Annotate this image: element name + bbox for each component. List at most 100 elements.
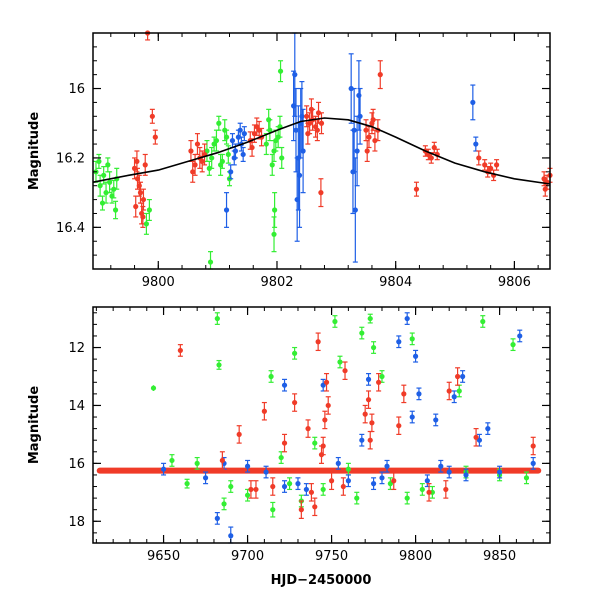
marker-blue <box>473 141 479 147</box>
data-point-red <box>372 129 378 152</box>
marker-green <box>404 495 410 501</box>
data-point-green <box>272 192 278 228</box>
marker-green <box>337 359 343 365</box>
marker-green <box>209 155 215 161</box>
data-point-green <box>286 477 293 491</box>
data-point-blue <box>299 80 305 152</box>
data-point-red <box>149 108 155 124</box>
data-point-green <box>523 471 530 485</box>
marker-green <box>99 200 106 206</box>
marker-red <box>318 120 325 126</box>
marker-green <box>370 344 377 351</box>
marker-red <box>314 127 320 133</box>
marker-red <box>362 411 368 417</box>
marker-blue <box>303 486 309 493</box>
data-point-red <box>305 419 311 438</box>
data-point-green <box>169 454 175 467</box>
data-point-blue <box>517 329 523 343</box>
marker-red <box>530 443 536 449</box>
marker-green <box>184 481 190 487</box>
data-point-green <box>379 370 385 383</box>
data-point-blue <box>202 471 209 485</box>
data-point-green <box>150 385 157 391</box>
data-point-green <box>109 188 115 204</box>
data-point-green <box>266 108 272 131</box>
y-tick-label: 14 <box>68 399 85 414</box>
data-point-red <box>322 410 328 430</box>
y-tick-label: 16 <box>68 82 85 97</box>
data-point-green <box>263 133 269 156</box>
marker-green <box>96 158 102 165</box>
data-point-green <box>103 181 109 204</box>
marker-green <box>216 362 222 368</box>
data-point-red <box>292 393 298 412</box>
marker-green <box>510 342 516 348</box>
data-point-green <box>184 478 190 489</box>
data-point-green <box>96 153 102 169</box>
bottom-panel: 9650 9700 9750 9800 9850 12 14 16 18 Magnitude H… <box>27 306 551 588</box>
marker-green <box>112 207 119 213</box>
marker-red <box>194 141 201 147</box>
data-point-green <box>279 146 285 169</box>
data-point-blue <box>473 136 479 152</box>
data-point-green <box>387 477 393 491</box>
data-point-red <box>152 129 158 145</box>
marker-blue <box>296 172 303 178</box>
marker-green <box>269 162 275 168</box>
marker-green <box>320 486 326 493</box>
marker-red <box>134 158 140 165</box>
marker-red <box>542 186 548 192</box>
data-point-blue <box>446 465 452 479</box>
marker-green <box>272 207 278 213</box>
data-point-blue <box>294 157 300 242</box>
data-point-red <box>298 500 304 519</box>
marker-green <box>143 221 150 227</box>
data-point-blue <box>451 390 457 404</box>
marker-blue <box>281 483 288 490</box>
marker-red <box>493 162 500 168</box>
data-point-green <box>194 456 200 470</box>
data-point-green <box>367 313 373 324</box>
marker-blue <box>237 127 243 133</box>
marker-green <box>270 507 276 513</box>
x-tick-label: 9802 <box>260 275 293 290</box>
data-point-blue <box>303 483 309 496</box>
data-point-green <box>332 315 338 328</box>
data-point-red <box>376 373 382 392</box>
data-point-green <box>268 370 274 383</box>
marker-blue <box>293 127 299 133</box>
marker-red <box>391 478 397 484</box>
data-point-blue <box>223 192 230 228</box>
marker-blue <box>320 382 326 388</box>
data-point-red <box>133 195 139 218</box>
data-point-green <box>312 436 318 450</box>
data-point-green <box>112 200 119 220</box>
top-panel: 9800 9802 9804 9806 16 16.2 16.4 Magnitude <box>27 30 553 290</box>
marker-green <box>286 481 293 487</box>
marker-red <box>322 417 328 423</box>
data-point-green <box>228 480 234 493</box>
marker-red <box>325 402 331 409</box>
marker-red <box>304 113 310 119</box>
data-point-blue <box>404 312 410 325</box>
marker-red <box>305 426 311 432</box>
marker-green <box>268 373 274 380</box>
marker-blue <box>384 463 390 469</box>
data-point-green <box>480 315 486 328</box>
data-point-red <box>369 413 375 433</box>
data-point-red <box>340 477 346 496</box>
marker-red <box>396 423 402 429</box>
marker-red <box>318 452 325 458</box>
data-point-red <box>305 122 311 145</box>
data-point-green <box>370 341 377 354</box>
marker-red <box>292 399 298 406</box>
marker-red <box>473 434 479 440</box>
marker-red <box>270 483 276 490</box>
marker-green <box>223 134 230 140</box>
marker-blue <box>416 391 422 397</box>
data-point-blue <box>412 349 419 363</box>
data-point-blue <box>228 164 234 180</box>
data-point-blue <box>295 477 301 491</box>
data-point-blue <box>244 459 251 473</box>
marker-blue <box>357 113 363 119</box>
